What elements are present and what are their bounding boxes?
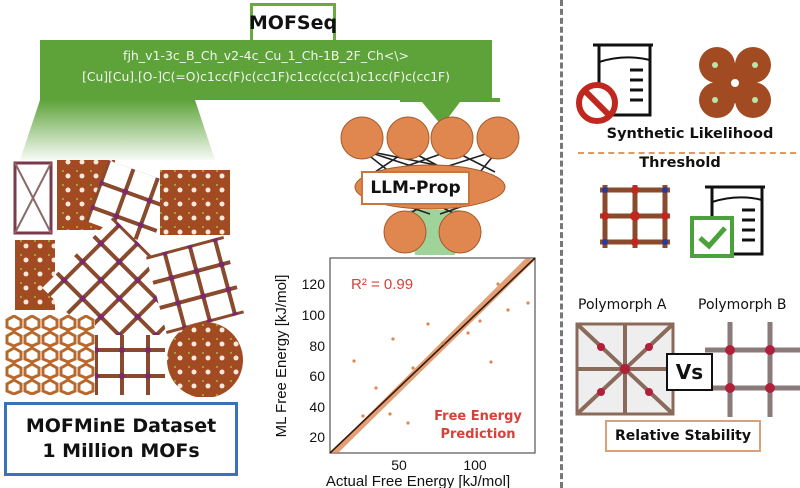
synthetic-likelihood-label: Synthetic Likelihood	[606, 126, 774, 142]
dataset-title: MOFMinE Dataset	[25, 415, 217, 437]
beaker-approved-icon	[690, 185, 765, 258]
sequence-band: fjh_v1-3c_B_Ch_v2-4c_Cu_1_Ch-1B_2F_Ch<\>…	[40, 40, 492, 100]
beaker-forbidden-icon	[576, 43, 653, 124]
xtick-50: 50	[391, 457, 407, 473]
threshold-line	[578, 152, 796, 154]
chart-annotation-line1: Free Energy	[434, 409, 522, 424]
ytick-100: 100	[302, 307, 326, 323]
x-axis-label: Actual Free Energy [kJ/mol]	[326, 473, 510, 488]
ytick-80: 80	[309, 338, 325, 354]
free-energy-parity-plot: 120 100 80 60 40 20 50 100 Actual Free E…	[273, 257, 536, 488]
relative-stability-box: Relative Stability	[605, 420, 761, 452]
ytick-20: 20	[309, 429, 325, 445]
polymorph-a-structure	[575, 322, 675, 416]
threshold-label: Threshold	[639, 155, 721, 171]
ytick-60: 60	[309, 368, 325, 384]
mof-structure-threshold	[600, 185, 670, 248]
ytick-120: 120	[302, 276, 326, 292]
sequence-line-2: [Cu][Cu].[O-]C(=O)c1cc(F)c(cc1F)c1cc(cc(…	[82, 70, 450, 84]
mof-structures-collage	[5, 159, 244, 397]
dataset-box: MOFMinE Dataset 1 Million MOFs	[4, 402, 238, 476]
llm-prop-label: LLM-Prop	[361, 171, 470, 205]
chart-annotation-line2: Prediction	[440, 427, 515, 442]
ytick-40: 40	[309, 399, 325, 415]
polymorph-a-label: Polymorph A	[578, 297, 667, 313]
polymorph-b-label: Polymorph B	[698, 297, 787, 313]
xtick-100: 100	[463, 457, 487, 473]
y-axis-label: ML Free Energy [kJ/mol]	[273, 275, 290, 438]
sequence-to-dataset-connector	[20, 100, 215, 160]
dataset-size: 1 Million MOFs	[42, 440, 200, 462]
versus-box: Vs	[666, 353, 713, 391]
sequence-line-1: fjh_v1-3c_B_Ch_v2-4c_Cu_1_Ch-1B_2F_Ch<\>	[123, 48, 409, 63]
mof-structure-synthetic	[699, 47, 771, 118]
r2-annotation: R² = 0.99	[351, 276, 413, 293]
polymorph-b-structure	[705, 322, 800, 417]
mofseq-title: MOFSeq	[249, 3, 337, 43]
sequence-to-model-arrow	[400, 98, 500, 126]
section-divider	[560, 0, 567, 488]
